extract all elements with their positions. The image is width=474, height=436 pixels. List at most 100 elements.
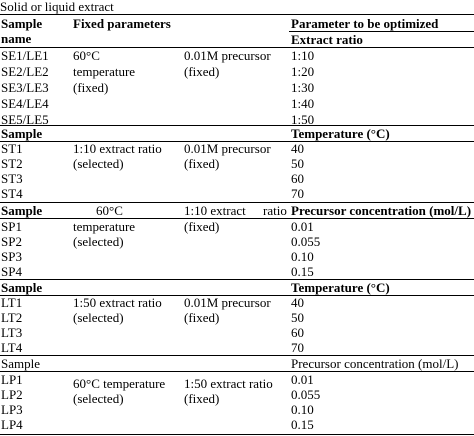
table-value: 1:10 bbox=[291, 48, 315, 63]
sp-fixed-b: ratio bbox=[263, 203, 287, 218]
table-row-label: SE1/LE1 bbox=[1, 48, 49, 63]
lp-fixed-a: 60°C temperature bbox=[73, 376, 166, 391]
header-sub-rule bbox=[289, 31, 474, 32]
table-row-label: LT4 bbox=[1, 340, 23, 355]
table-row-label: SP2 bbox=[1, 234, 22, 249]
table-value: 40 bbox=[291, 141, 304, 156]
lt-fixed-a: (selected) bbox=[73, 310, 124, 325]
table-row-label: ST2 bbox=[1, 156, 23, 171]
table-value: 0.10 bbox=[291, 249, 314, 264]
section-sp-top-rule bbox=[0, 202, 474, 203]
sp-fixed-b: (fixed) bbox=[184, 219, 220, 234]
header-name: name bbox=[1, 31, 32, 46]
header-parameter-optimized: Parameter to be optimized bbox=[291, 16, 439, 31]
table-value: 70 bbox=[291, 186, 304, 201]
table-row-label: SE5/LE5 bbox=[1, 112, 49, 127]
section-st-header: Sample Temperature (°C) bbox=[0, 126, 474, 142]
section-sp: SP1 SP2 SP3 SP4 60°C temperature (select… bbox=[0, 203, 474, 281]
st-header-param: Temperature (°C) bbox=[291, 126, 390, 141]
section-st-top-rule bbox=[0, 125, 474, 126]
section-st-header-rule bbox=[0, 141, 474, 142]
table-value: 60 bbox=[291, 325, 304, 340]
sp-fixed-b: 1:10 extract bbox=[184, 203, 246, 218]
se-fixed-a: 60°C bbox=[73, 48, 100, 63]
header-fixed-parameters: Fixed parameters bbox=[73, 16, 171, 31]
section-lp-top-rule bbox=[0, 355, 474, 356]
section-lt-top-rule bbox=[0, 279, 474, 280]
table-value: 0.10 bbox=[291, 402, 314, 417]
header-bottom-rule bbox=[0, 47, 474, 48]
table-row-label: LP3 bbox=[1, 402, 23, 417]
section-lt: LT1 LT2 LT3 LT4 1:50 extract ratio (sele… bbox=[0, 295, 474, 357]
table-value: 0.15 bbox=[291, 417, 314, 432]
lp-fixed-b: 1:50 extract ratio bbox=[184, 376, 273, 391]
table-value: 70 bbox=[291, 340, 304, 355]
section-lp-header-rule bbox=[0, 371, 474, 372]
table-row-label: SP4 bbox=[1, 264, 22, 279]
lt-fixed-b: 0.01M precursor bbox=[184, 295, 271, 310]
section-sp-header-rule bbox=[0, 218, 474, 219]
table-value: 0.15 bbox=[291, 264, 314, 279]
table-top-rule bbox=[0, 14, 474, 15]
section-lt-header-rule bbox=[0, 295, 474, 296]
table-value: 0.01 bbox=[291, 372, 314, 387]
st-fixed-a: 1:10 extract ratio bbox=[73, 141, 162, 156]
sp-fixed-a: 60°C bbox=[96, 203, 123, 218]
table-caption: Solid or liquid extract bbox=[0, 0, 114, 14]
table-row-label: SP3 bbox=[1, 249, 22, 264]
st-fixed-a: (selected) bbox=[73, 156, 124, 171]
sp-fixed-a: temperature bbox=[73, 219, 136, 234]
header-sample: Sample bbox=[1, 16, 43, 31]
table-value: 1:40 bbox=[291, 96, 315, 111]
sp-fixed-a: (selected) bbox=[73, 234, 124, 249]
lt-fixed-a: 1:50 extract ratio bbox=[73, 295, 162, 310]
table-row-label: LP1 bbox=[1, 372, 23, 387]
lt-fixed-b: (fixed) bbox=[184, 310, 220, 325]
table-value: 1:20 bbox=[291, 64, 315, 79]
sp-header-param: Precursor concentration (mol/L) bbox=[291, 203, 472, 218]
table-row-label: ST4 bbox=[1, 186, 23, 201]
table-row-label: ST3 bbox=[1, 171, 23, 186]
lp-fixed-a: (selected) bbox=[73, 391, 124, 406]
table-bottom-rule bbox=[0, 434, 474, 435]
table-row-label: ST1 bbox=[1, 141, 23, 156]
section-sp-header: Sample Precursor concentration (mol/L) bbox=[0, 203, 474, 219]
table-row-label: SE2/LE2 bbox=[1, 64, 49, 79]
table-row-label: LT3 bbox=[1, 325, 23, 340]
st-fixed-b: (fixed) bbox=[184, 156, 220, 171]
se-fixed-a: (fixed) bbox=[73, 80, 109, 95]
lt-header-param: Temperature (°C) bbox=[291, 280, 390, 295]
table-value: 60 bbox=[291, 171, 304, 186]
section-st: ST1 ST2 ST3 ST4 1:10 extract ratio (sele… bbox=[0, 141, 474, 203]
table-row-label: SP1 bbox=[1, 219, 22, 234]
table-value: 1:50 bbox=[291, 112, 315, 127]
lt-header-sample: Sample bbox=[1, 280, 43, 295]
table-value: 1:30 bbox=[291, 80, 315, 95]
section-lt-header: Sample Temperature (°C) bbox=[0, 280, 474, 296]
table-value: 0.055 bbox=[291, 387, 321, 402]
table-row-label: LT2 bbox=[1, 310, 23, 325]
section-lp: LP1 LP2 LP3 LP4 60°C temperature (select… bbox=[0, 372, 474, 434]
table-value: 40 bbox=[291, 295, 304, 310]
se-fixed-a: temperature bbox=[73, 64, 136, 79]
st-header-sample: Sample bbox=[1, 126, 43, 141]
header-extract-ratio: Extract ratio bbox=[291, 32, 363, 47]
st-fixed-b: 0.01M precursor bbox=[184, 141, 271, 156]
table-value: 0.01 bbox=[291, 219, 314, 234]
table-row-label: LT1 bbox=[1, 295, 23, 310]
table-header: Sample name Fixed parameters Parameter t… bbox=[0, 15, 474, 58]
se-fixed-b: 0.01M precursor bbox=[184, 48, 271, 63]
lp-fixed-b: (fixed) bbox=[184, 391, 220, 406]
table-row-label: SE4/LE4 bbox=[1, 96, 49, 111]
table-value: 50 bbox=[291, 310, 304, 325]
table-value: 50 bbox=[291, 156, 304, 171]
se-fixed-b: (fixed) bbox=[184, 64, 220, 79]
section-se: SE1/LE1 SE2/LE2 SE3/LE3 SE4/LE4 SE5/LE5 … bbox=[0, 48, 474, 128]
lp-header-sample: Sample bbox=[1, 356, 40, 371]
table-row-label: SE3/LE3 bbox=[1, 80, 49, 95]
table-value: 0.055 bbox=[291, 234, 321, 249]
sp-header-sample: Sample bbox=[1, 203, 43, 218]
table-row-label: LP2 bbox=[1, 387, 23, 402]
table-row-label: LP4 bbox=[1, 417, 23, 432]
